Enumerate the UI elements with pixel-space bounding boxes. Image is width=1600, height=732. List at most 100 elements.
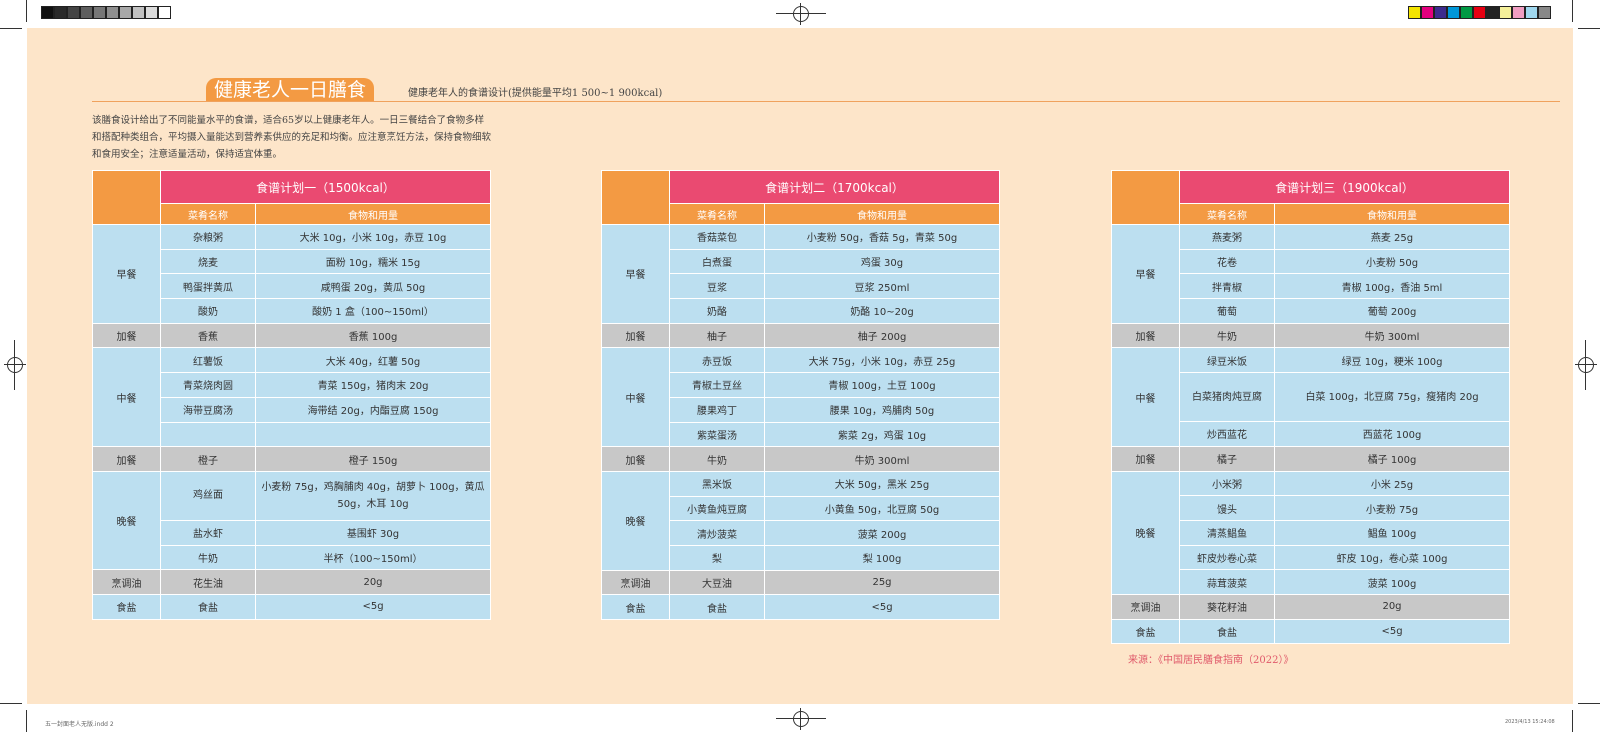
- table-row: 蒜茸菠菜 菠菜 100g: [1112, 569, 1510, 595]
- food-amount: 青菜 150g，猪肉末 20g: [255, 372, 491, 398]
- dish-name: 盐水虾: [160, 519, 256, 546]
- dish-name: 烧麦: [160, 248, 256, 275]
- color-swatch: [1434, 6, 1447, 19]
- food-amount: 白菜 100g，北豆腐 75g，瘦猪肉 20g: [1274, 372, 1510, 423]
- food-amount: 奶酪 10~20g: [764, 298, 1000, 324]
- table-row: 腰果鸡丁 腰果 10g，鸡脯肉 50g: [602, 396, 1000, 423]
- dish-name: 葵花籽油: [1179, 593, 1275, 620]
- header-divider: [92, 101, 1560, 102]
- crop-mark: [1578, 703, 1600, 704]
- dish-name: 腰果鸡丁: [669, 396, 765, 423]
- meal-plan-3: 食谱计划三（1900kcal） 菜肴名称 食物和用量 早餐 燕麦粥 燕麦 25g 花卷 小麦粉…: [1111, 170, 1510, 645]
- dish-name: 蒜茸菠菜: [1179, 569, 1275, 595]
- column-header-dish: 菜肴名称: [669, 203, 765, 225]
- dish-name: 食盐: [669, 594, 765, 620]
- meal-plan-table: 食谱计划二（1700kcal） 菜肴名称 食物和用量 早餐 香菇菜包 小麦粉 50g，香菇…: [601, 170, 1000, 620]
- dish-name: 柚子: [669, 322, 765, 349]
- table-row: 白菜猪肉炖豆腐 白菜 100g，北豆腐 75g，瘦猪肉 20g: [1112, 372, 1510, 423]
- table-row: 加餐 橘子 橘子 100g: [1111, 445, 1510, 472]
- food-amount: 小麦粉 75g，鸡胸脯肉 40g，胡萝卜 100g，黄瓜 50g，木耳 10g: [255, 470, 491, 521]
- food-amount: 咸鸭蛋 20g，黄瓜 50g: [255, 273, 491, 300]
- table-row: 烹调油 大豆油 25g: [601, 569, 1000, 596]
- color-swatch: [119, 6, 132, 19]
- meal-label: 早餐: [601, 224, 670, 324]
- meal-label: 晚餐: [1111, 470, 1180, 595]
- color-swatch: [106, 6, 119, 19]
- food-amount: 酸奶 1 盒（100~150ml）: [255, 298, 491, 324]
- meal-label: 烹调油: [601, 569, 670, 596]
- dish-name: 大豆油: [669, 569, 765, 596]
- dish-name: 酸奶: [160, 298, 256, 324]
- column-header-food: 食物和用量: [255, 203, 491, 225]
- color-swatch: [1421, 6, 1434, 19]
- table-row: 中餐 红薯饭 大米 40g，红薯 50g: [92, 347, 491, 448]
- dish-name: 燕麦粥: [1179, 224, 1275, 250]
- color-swatch: [1460, 6, 1473, 19]
- table-row: 海带豆腐汤 海带结 20g，内酯豆腐 150g: [93, 396, 491, 423]
- table-row: 中餐 赤豆饭 大米 75g，小米 10g，赤豆 25g: [601, 347, 1000, 448]
- food-amount: 鲳鱼 100g: [1274, 519, 1510, 546]
- color-swatch: [41, 6, 54, 19]
- food-amount: 青椒 100g，土豆 100g: [764, 372, 1000, 398]
- color-swatch: [1538, 6, 1551, 19]
- dish-name: 虾皮炒卷心菜: [1179, 544, 1275, 571]
- table-row: 紫菜蛋汤 紫菜 2g，鸡蛋 10g: [602, 421, 1000, 448]
- table-title-row: 食谱计划二（1700kcal）: [601, 170, 1000, 225]
- intro-paragraph: 该膳食设计给出了不同能量水平的食谱，适合65岁以上健康老年人。一日三餐结合了食物…: [92, 115, 492, 160]
- table-row: [93, 421, 491, 448]
- dish-name: 鸭蛋拌黄瓜: [160, 273, 256, 300]
- table-header-row: 菜肴名称 食物和用量: [602, 203, 1000, 225]
- color-swatch: [93, 6, 106, 19]
- table-row: 晚餐 鸡丝面 小麦粉 75g，鸡胸脯肉 40g，胡萝卜 100g，黄瓜 50g，木耳…: [92, 470, 491, 571]
- food-amount: 葡萄 200g: [1274, 298, 1510, 324]
- food-amount: 小麦粉 75g: [1274, 495, 1510, 521]
- food-amount: 梨 100g: [764, 544, 1000, 571]
- dish-name: [160, 421, 256, 448]
- dish-name: 香蕉: [160, 322, 256, 349]
- table-row: 奶酪 奶酪 10~20g: [602, 298, 1000, 324]
- crop-mark: [1572, 0, 1573, 22]
- table-row: 鸭蛋拌黄瓜 咸鸭蛋 20g，黄瓜 50g: [93, 273, 491, 300]
- dish-name: 葡萄: [1179, 298, 1275, 324]
- meal-label: 中餐: [92, 347, 161, 448]
- dish-name: 梨: [669, 544, 765, 571]
- column-header-dish: 菜肴名称: [160, 203, 256, 225]
- meal-label: 加餐: [1111, 445, 1180, 472]
- table-row: 烹调油 葵花籽油 20g: [1111, 593, 1510, 620]
- meal-label: 晚餐: [601, 470, 670, 571]
- color-swatch: [1499, 6, 1512, 19]
- color-swatch: [1447, 6, 1460, 19]
- meal-label: 加餐: [1111, 322, 1180, 349]
- food-amount: 西蓝花 100g: [1274, 421, 1510, 447]
- table-row: 中餐 绿豆米饭 绿豆 10g，粳米 100g: [1111, 347, 1510, 447]
- meal-label: 中餐: [601, 347, 670, 448]
- food-amount: 燕麦 25g: [1274, 224, 1510, 250]
- dish-name: 绿豆米饭: [1179, 347, 1275, 374]
- food-amount: 小麦粉 50g: [1274, 248, 1510, 275]
- meal-plan-table: 食谱计划三（1900kcal） 菜肴名称 食物和用量 早餐 燕麦粥 燕麦 25g 花卷 小麦粉…: [1111, 170, 1510, 645]
- food-amount: 青椒 100g，香油 5ml: [1274, 273, 1510, 300]
- dish-name: 青椒土豆丝: [669, 372, 765, 398]
- table-row: 加餐 橙子 橙子 150g: [92, 446, 491, 472]
- column-header-food: 食物和用量: [764, 203, 1000, 225]
- table-row: 加餐 香蕉 香蕉 100g: [92, 322, 491, 349]
- food-amount: 小麦粉 50g，香菇 5g，青菜 50g: [764, 224, 1000, 250]
- table-row: 食盐 食盐 <5g: [92, 593, 491, 620]
- color-swatch: [132, 6, 145, 19]
- table-header-row: 菜肴名称 食物和用量: [1112, 203, 1510, 225]
- dish-name: 食盐: [160, 593, 256, 620]
- crop-mark: [26, 710, 27, 732]
- table-row: 虾皮炒卷心菜 虾皮 10g，卷心菜 100g: [1112, 544, 1510, 571]
- food-amount: 半杯（100~150ml）: [255, 544, 491, 571]
- meal-label: 加餐: [92, 446, 161, 472]
- color-swatch: [1473, 6, 1486, 19]
- color-swatch: [145, 6, 158, 19]
- food-amount: 大米 10g，小米 10g，赤豆 10g: [255, 224, 491, 250]
- table-row: 食盐 食盐 <5g: [1111, 618, 1510, 645]
- dish-name: 香菇菜包: [669, 224, 765, 250]
- food-amount: 豆浆 250ml: [764, 273, 1000, 300]
- dish-name: 豆浆: [669, 273, 765, 300]
- table-row: 晚餐 小米粥 小米 25g: [1111, 470, 1510, 595]
- meal-label: 烹调油: [1111, 593, 1180, 620]
- meal-label: 中餐: [1111, 347, 1180, 447]
